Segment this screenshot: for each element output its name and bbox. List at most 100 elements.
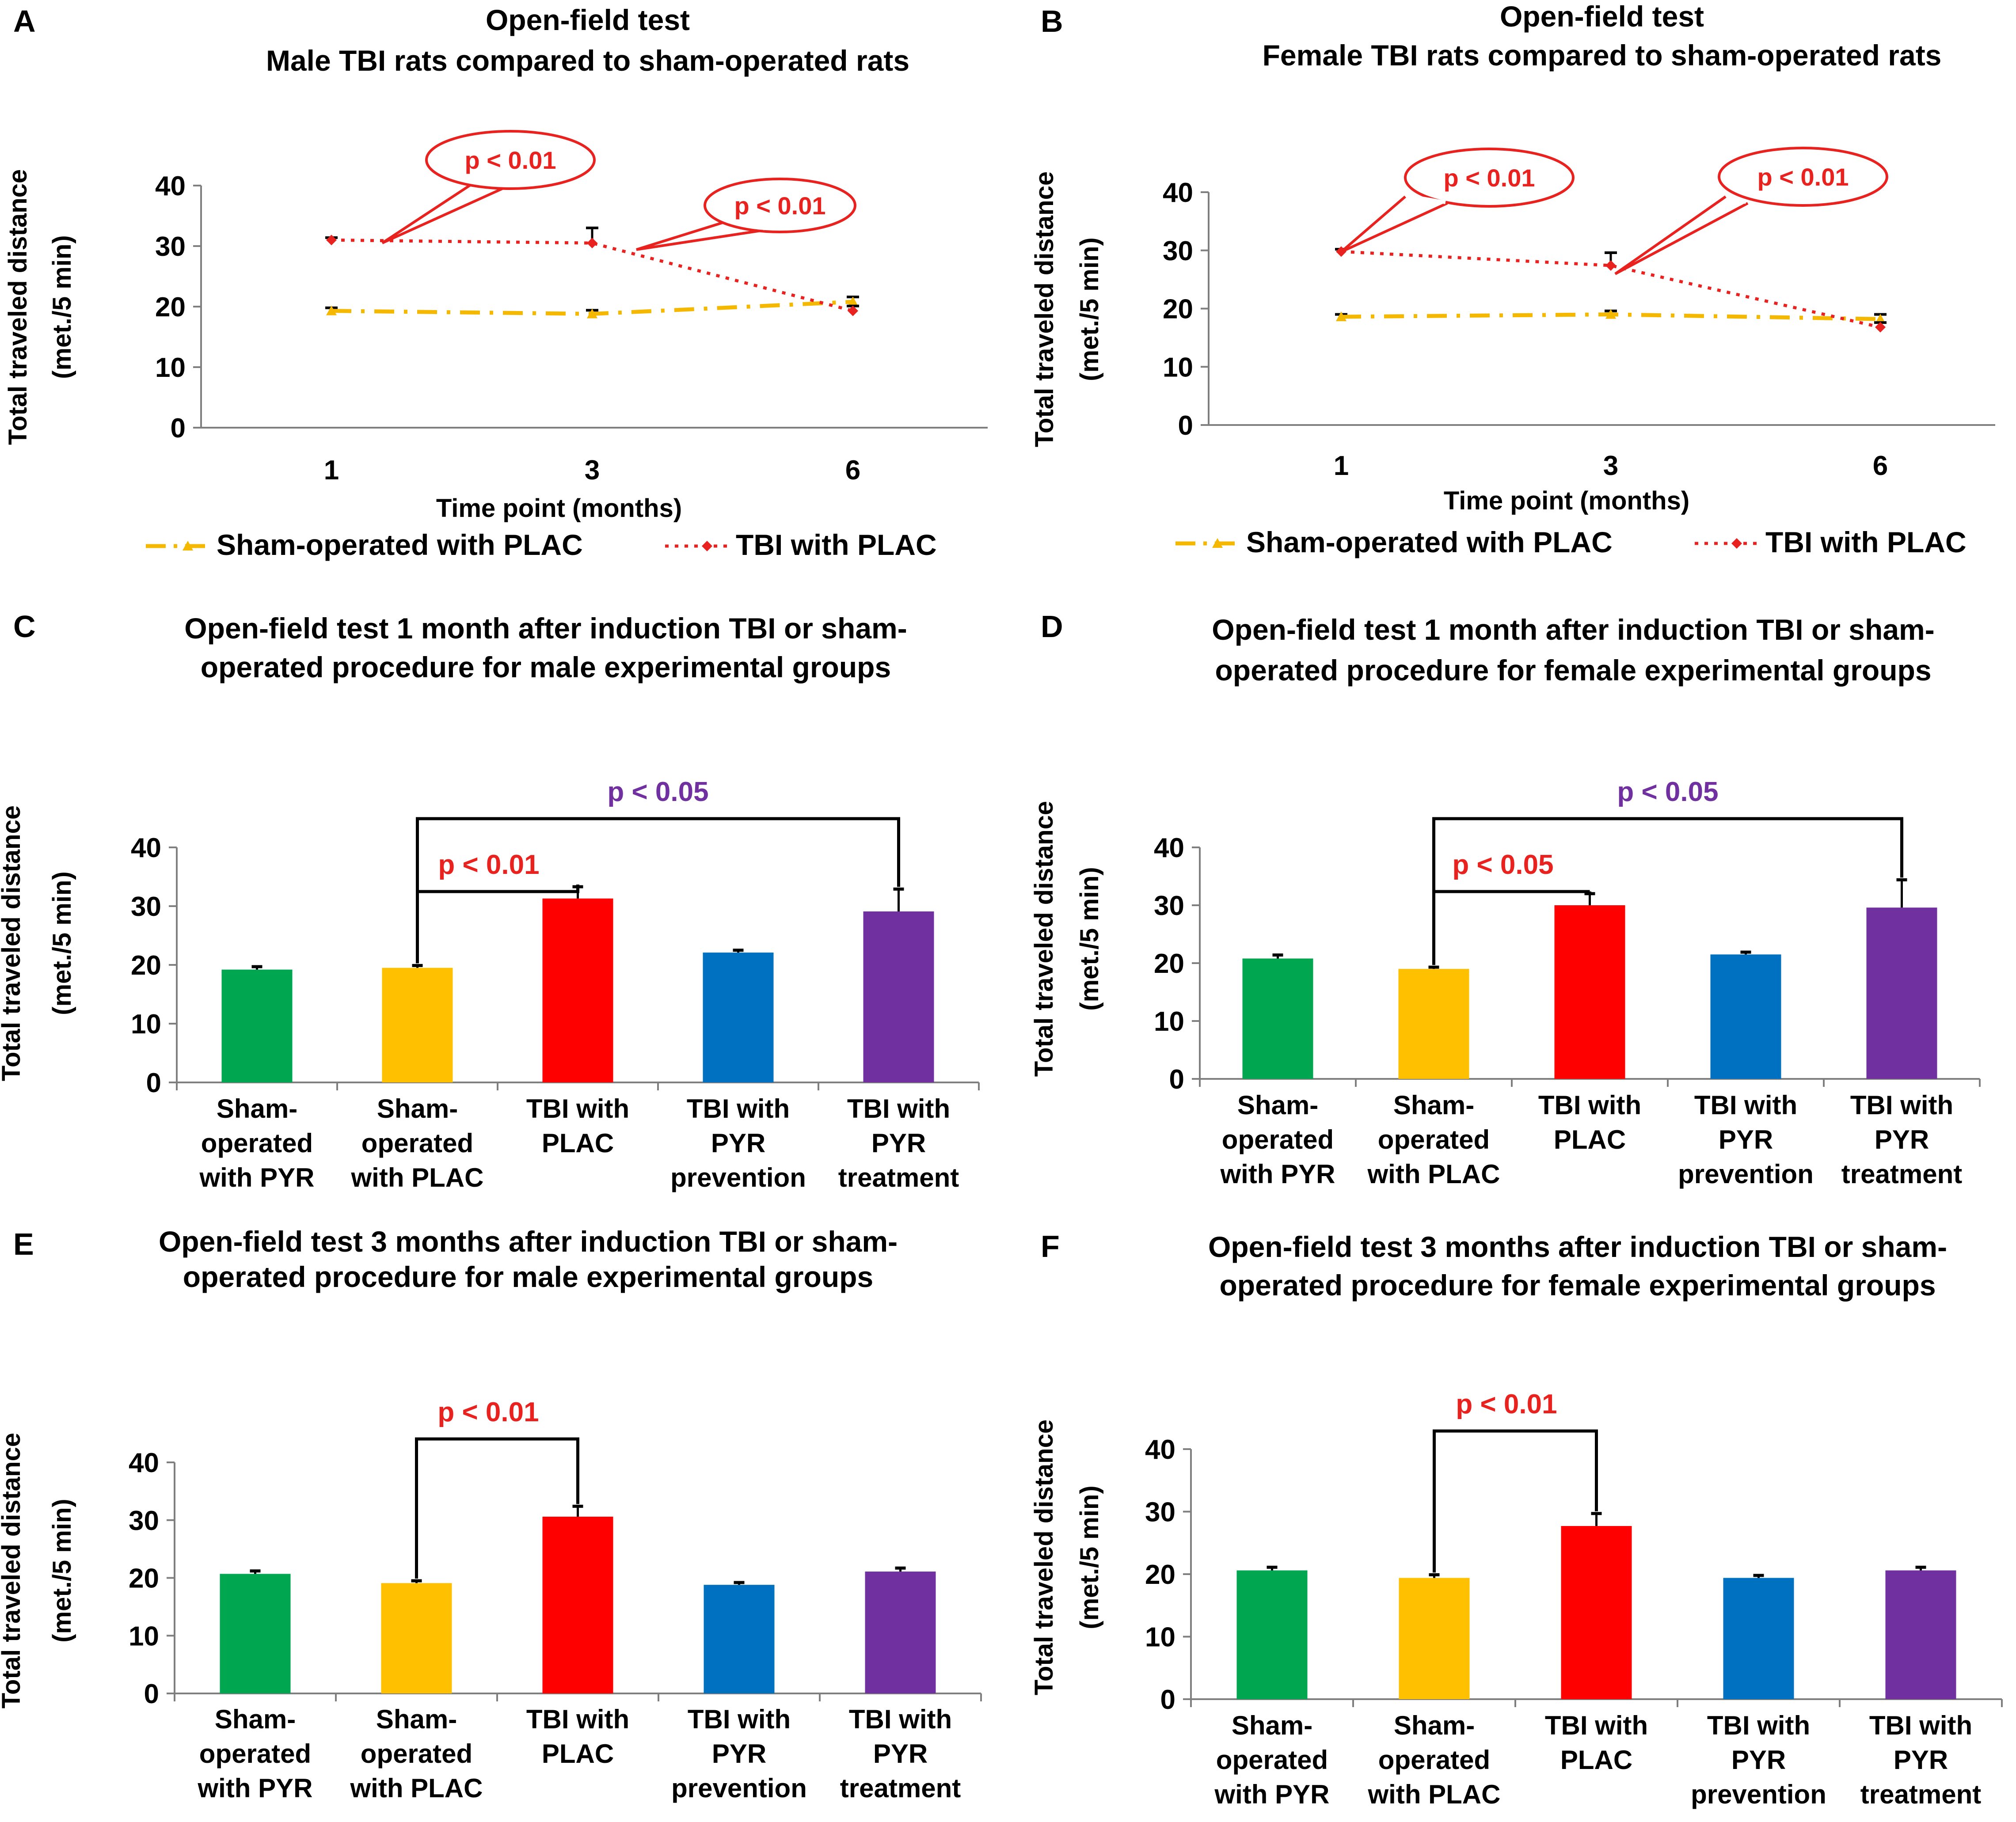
legend-label: TBI with PLAC	[736, 528, 937, 561]
callout-label: p < 0.01	[464, 146, 556, 174]
panel-F: F Open-field test 3 months after inductio…	[1030, 1229, 2003, 1809]
category-label: treatment	[838, 1163, 959, 1192]
category-label: operated	[1216, 1745, 1328, 1775]
y-axis-label: Total traveled distance	[1030, 801, 1058, 1077]
y-tick-label: 40	[129, 1448, 159, 1478]
panel-letter: E	[13, 1227, 34, 1261]
y-axis-label: (met./5 min)	[1075, 867, 1104, 1011]
category-label: TBI with	[849, 1704, 952, 1734]
y-tick-label: 30	[1154, 891, 1184, 921]
y-tick-label: 20	[129, 1564, 159, 1594]
category-label: treatment	[840, 1773, 961, 1803]
category-label: TBI with	[1869, 1711, 1972, 1740]
bar	[863, 911, 934, 1082]
bar	[865, 1571, 936, 1693]
panel-letter: D	[1041, 609, 1063, 644]
y-tick-label: 40	[1154, 833, 1184, 863]
y-tick-label: 40	[1145, 1435, 1175, 1465]
y-tick-label: 10	[131, 1009, 161, 1040]
data-point	[1875, 314, 1886, 324]
callout-label: p < 0.01	[1443, 164, 1535, 192]
chart-title: operated procedure for male experimental…	[201, 651, 891, 683]
category-label: TBI with	[526, 1094, 629, 1124]
category-label: with PYR	[197, 1773, 312, 1803]
category-label: operated	[1222, 1125, 1334, 1154]
category-label: PYR	[873, 1739, 928, 1769]
y-tick-label: 20	[1145, 1560, 1175, 1590]
x-axis-label: Time point (months)	[436, 494, 682, 523]
y-tick-label: 30	[1145, 1497, 1175, 1528]
y-tick-label: 0	[1178, 410, 1193, 441]
panel-A: A Open-field test Male TBI rats compared t…	[4, 4, 988, 561]
category-label: operated	[199, 1739, 311, 1769]
data-point	[1605, 309, 1616, 319]
callout-join	[483, 175, 516, 183]
chart-title: operated procedure for male experimental…	[183, 1260, 873, 1293]
callout-join	[1727, 194, 1747, 204]
category-label: operated	[201, 1128, 313, 1158]
legend-marker	[1212, 538, 1223, 548]
chart-title: Open-field test 3 months after induction…	[1208, 1230, 1947, 1263]
y-axis-label: Total traveled distance	[4, 169, 32, 445]
y-tick-label: 20	[1163, 294, 1193, 325]
bar	[542, 898, 613, 1082]
y-axis-label: (met./5 min)	[1075, 237, 1104, 381]
category-label: Sham-	[217, 1094, 297, 1124]
callout-pointer	[1614, 195, 1749, 275]
chart-title: Open-field test 1 month after induction …	[184, 612, 907, 645]
bar	[1710, 954, 1781, 1079]
y-tick-label: 10	[1145, 1622, 1175, 1653]
callout-join	[1407, 194, 1446, 204]
x-axis-label: Time point (months)	[1444, 486, 1689, 515]
significance-label: p < 0.05	[607, 777, 708, 807]
bar	[1399, 1578, 1470, 1699]
x-tick-label: 1	[1334, 451, 1349, 481]
category-label: TBI with	[1850, 1090, 1953, 1120]
y-axis-label: (met./5 min)	[48, 871, 76, 1015]
y-axis-label: Total traveled distance	[0, 1433, 26, 1708]
category-label: with PLAC	[350, 1773, 483, 1803]
panel-letter: F	[1041, 1229, 1060, 1264]
bar	[704, 1585, 775, 1693]
bar	[1561, 1526, 1632, 1699]
y-axis-label: (met./5 min)	[48, 235, 76, 379]
category-label: Sham-	[1232, 1711, 1312, 1740]
significance-label: p < 0.05	[1617, 777, 1718, 807]
category-label: Sham-	[1393, 1090, 1474, 1120]
category-label: PYR	[1731, 1745, 1786, 1775]
bar	[1554, 905, 1625, 1079]
significance-bracket	[415, 1437, 579, 1579]
category-label: treatment	[1860, 1780, 1981, 1809]
bar	[220, 1574, 291, 1693]
bar	[1242, 958, 1313, 1079]
category-label: PLAC	[542, 1739, 614, 1769]
callout-bubble	[1718, 147, 1888, 207]
chart-title: Open-field test 1 month after induction …	[1212, 613, 1934, 646]
data-point	[848, 296, 858, 307]
category-label: Sham-	[215, 1704, 296, 1734]
x-tick-label: 1	[324, 455, 339, 486]
category-label: with PLAC	[351, 1163, 484, 1192]
category-label: operated	[361, 1739, 472, 1769]
bar	[1866, 907, 1937, 1079]
panel-C: C Open-field test 1 month after induction…	[0, 609, 980, 1192]
category-label: prevention	[1678, 1159, 1814, 1189]
chart-title: Open-field test	[1500, 0, 1704, 33]
significance-label: p < 0.01	[437, 1397, 539, 1427]
legend-label: TBI with PLAC	[1765, 526, 1967, 558]
y-tick-label: 0	[144, 1679, 159, 1709]
category-label: Sham-	[377, 1094, 458, 1124]
callout-pointer	[381, 176, 518, 244]
category-label: TBI with	[847, 1094, 950, 1124]
category-label: prevention	[670, 1163, 806, 1192]
y-axis-label: (met./5 min)	[48, 1499, 76, 1643]
category-label: PYR	[1875, 1125, 1929, 1154]
y-tick-label: 40	[1163, 178, 1193, 208]
category-label: PLAC	[1560, 1745, 1632, 1775]
category-label: with PYR	[199, 1163, 314, 1192]
significance-bracket	[1432, 817, 1903, 965]
category-label: with PYR	[1220, 1159, 1335, 1189]
panel-D: D Open-field test 1 month after induction…	[1030, 609, 1981, 1189]
category-label: operated	[361, 1128, 473, 1158]
